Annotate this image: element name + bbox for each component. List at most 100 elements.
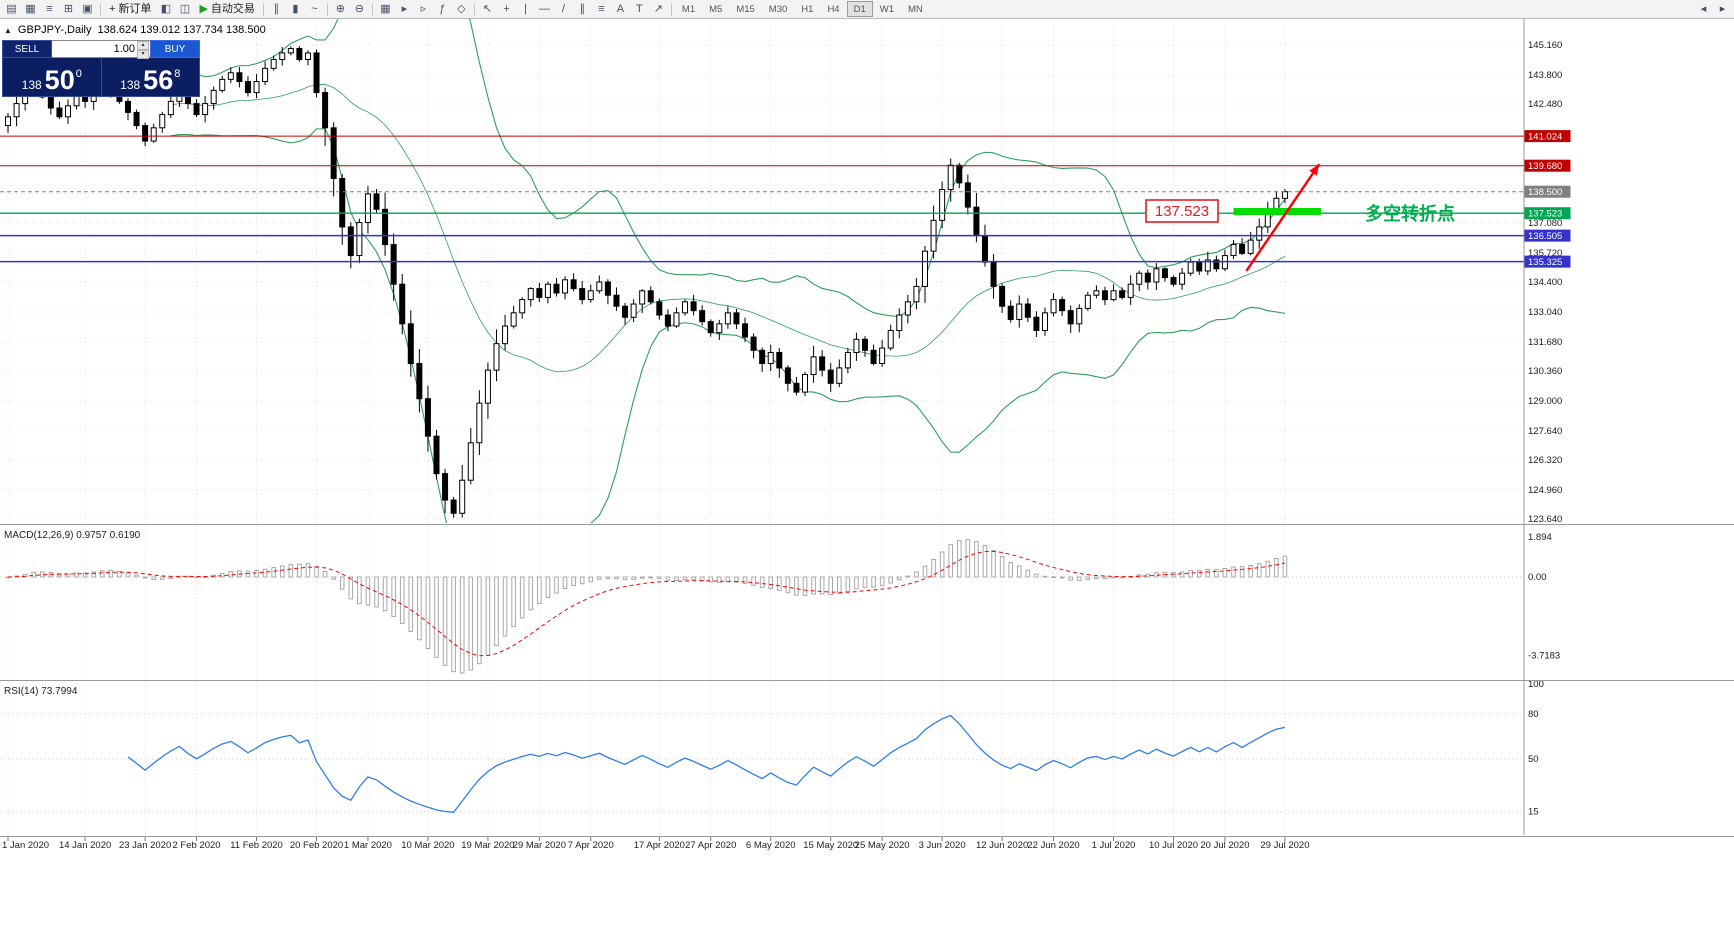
volume-up-icon[interactable]: ▴	[137, 41, 149, 50]
auto-trading-button[interactable]: ▶ 自动交易	[194, 1, 259, 18]
timeframe-m5[interactable]: M5	[702, 1, 729, 17]
timeframe-h4[interactable]: H4	[820, 1, 846, 17]
timeframe-d1[interactable]: D1	[846, 1, 873, 17]
price-axis[interactable]: 145.160 143.800 142.480 137.080 135.720 134.4…	[1524, 40, 1571, 818]
svg-text:135.325: 135.325	[1528, 257, 1562, 268]
collapse-trade-panel-icon[interactable]: ▲	[4, 25, 12, 35]
main-price-panel[interactable]	[5, 19, 1288, 579]
buy-price[interactable]: 138 56 8	[102, 58, 200, 96]
trade-panel-quotes: 138 50 0 138 56 8	[2, 58, 200, 97]
toolbar-prev-icon[interactable]: ◂	[1694, 1, 1713, 18]
new-order-label: 新订单	[118, 2, 152, 15]
sell-pipette: 0	[75, 68, 82, 80]
trend-arrow-head	[1309, 164, 1320, 176]
price-callout-box[interactable]	[1145, 199, 1219, 223]
equidistant-channel-icon[interactable]: ∥	[573, 1, 592, 18]
sell-pips: 50	[44, 65, 75, 96]
ohlc-values: 138.624 139.012 137.734 138.500	[97, 24, 266, 36]
new-order-button[interactable]: + 新订单	[104, 1, 156, 18]
svg-text:0.00: 0.00	[1528, 572, 1547, 583]
svg-text:27 Apr 2020: 27 Apr 2020	[685, 840, 736, 851]
strategy-tester-icon[interactable]: ◫	[175, 1, 194, 18]
buy-button[interactable]: BUY	[150, 40, 200, 58]
fibonacci-icon[interactable]: ≡	[592, 1, 611, 18]
svg-text:143.800: 143.800	[1528, 70, 1562, 81]
trendline-icon[interactable]: /	[554, 1, 573, 18]
svg-text:29 Jul 2020: 29 Jul 2020	[1260, 840, 1309, 851]
toolbar-separator	[670, 2, 672, 16]
svg-text:1.894: 1.894	[1528, 532, 1552, 543]
svg-text:80: 80	[1528, 709, 1539, 720]
timeframe-m30[interactable]: M30	[762, 1, 794, 17]
timeframe-h1[interactable]: H1	[794, 1, 820, 17]
chart-shift-icon[interactable]: ▹	[414, 1, 433, 18]
zoom-out-icon[interactable]: ⊖	[350, 1, 369, 18]
volume-value[interactable]: 1.00	[113, 43, 135, 55]
svg-text:100: 100	[1528, 679, 1544, 690]
svg-text:129.000: 129.000	[1528, 396, 1562, 407]
turning-point-text[interactable]: 多空转折点	[1365, 203, 1455, 224]
svg-text:7 Apr 2020: 7 Apr 2020	[568, 840, 614, 851]
main-toolbar: ▤ ▦ ≡ ⊞ ▣ + 新订单 ◧ ◫ ▶ 自动交易 ∥ ▮ ~ ⊕ ⊖ ▦ ▸ ▹ ƒ ◇ ↖ + | — / ∥ ≡ A T ↗ M1 M5…	[0, 0, 1734, 19]
svg-text:131.680: 131.680	[1528, 337, 1562, 348]
new-chart-icon[interactable]: ▤	[2, 1, 21, 18]
trend-arrow[interactable]	[1245, 163, 1321, 272]
auto-scroll-icon[interactable]: ▸	[395, 1, 414, 18]
svg-text:15: 15	[1528, 807, 1539, 818]
auto-trading-icon: ▶	[199, 2, 208, 15]
chart-profiles-icon[interactable]: ▦	[21, 1, 40, 18]
terminal-icon[interactable]: ▣	[78, 1, 97, 18]
svg-text:1 Jul 2020: 1 Jul 2020	[1092, 840, 1136, 851]
arrow-object-icon[interactable]: ↗	[649, 1, 668, 18]
svg-text:-3.7183: -3.7183	[1528, 651, 1560, 662]
crosshair-icon[interactable]: +	[497, 1, 516, 18]
candlestick-chart-icon[interactable]: ▮	[286, 1, 305, 18]
macd-panel[interactable]: MACD(12,26,9) 0.9757 0.6190	[0, 530, 1524, 674]
tile-windows-icon[interactable]: ▦	[376, 1, 395, 18]
rsi-panel[interactable]: RSI(14) 73.7994	[0, 686, 1524, 814]
zoom-in-icon[interactable]: ⊕	[331, 1, 350, 18]
timeframe-m15[interactable]: M15	[729, 1, 761, 17]
vertical-line-icon[interactable]: |	[516, 1, 535, 18]
chart-window[interactable]: MACD(12,26,9) 0.9757 0.6190 RSI(14) 73.79…	[0, 19, 1734, 940]
volume-down-icon[interactable]: ▾	[137, 50, 149, 59]
svg-text:29 Mar 2020: 29 Mar 2020	[513, 840, 566, 851]
text-label-icon[interactable]: A	[611, 1, 630, 18]
text-box-icon[interactable]: T	[630, 1, 649, 18]
toolbar-separator	[100, 2, 101, 16]
macd-label: MACD(12,26,9) 0.9757 0.6190	[4, 530, 141, 541]
price-chart-canvas[interactable]: MACD(12,26,9) 0.9757 0.6190 RSI(14) 73.79…	[0, 19, 1734, 940]
line-chart-icon[interactable]: ~	[305, 1, 324, 18]
svg-text:23 Jan 2020: 23 Jan 2020	[119, 840, 171, 851]
data-window-icon[interactable]: ⊞	[59, 1, 78, 18]
svg-text:1 Jan 2020: 1 Jan 2020	[2, 840, 49, 851]
toolbar-next-icon[interactable]: ▸	[1713, 1, 1732, 18]
volume-input[interactable]: 1.00 ▴ ▾	[52, 40, 150, 59]
indicators-icon[interactable]: ƒ	[433, 1, 452, 18]
date-axis[interactable]: 1 Jan 2020 14 Jan 2020 23 Jan 2020 2 Feb 20…	[2, 837, 1309, 851]
bar-chart-icon[interactable]: ∥	[267, 1, 286, 18]
toolbar-separator	[473, 2, 475, 16]
timeframe-w1[interactable]: W1	[873, 1, 901, 17]
objects-list-icon[interactable]: ◇	[452, 1, 471, 18]
metaeditor-icon[interactable]: ◧	[156, 1, 175, 18]
price-badge-135.325	[1524, 255, 1571, 268]
cursor-icon[interactable]: ↖	[478, 1, 497, 18]
macd-histogram	[5, 539, 1288, 674]
svg-text:14 Jan 2020: 14 Jan 2020	[59, 840, 111, 851]
sell-button[interactable]: SELL	[2, 40, 52, 58]
timeframe-m1[interactable]: M1	[675, 1, 702, 17]
timeframe-mn[interactable]: MN	[901, 1, 930, 17]
svg-text:20 Feb 2020: 20 Feb 2020	[290, 840, 343, 851]
sell-price[interactable]: 138 50 0	[3, 58, 101, 96]
price-badge-136.505	[1524, 229, 1571, 242]
toolbar-separator	[262, 2, 264, 16]
trade-panel-controls: SELL 1.00 ▴ ▾ BUY	[2, 40, 200, 59]
horizontal-line-icon[interactable]: —	[535, 1, 554, 18]
market-watch-icon[interactable]: ≡	[40, 1, 59, 18]
svg-text:15 May 2020: 15 May 2020	[803, 840, 858, 851]
volume-spinner[interactable]: ▴ ▾	[137, 41, 149, 59]
price-badge-139.680	[1524, 159, 1571, 172]
annotations[interactable]: 137.523 多空转折点	[0, 135, 1524, 272]
